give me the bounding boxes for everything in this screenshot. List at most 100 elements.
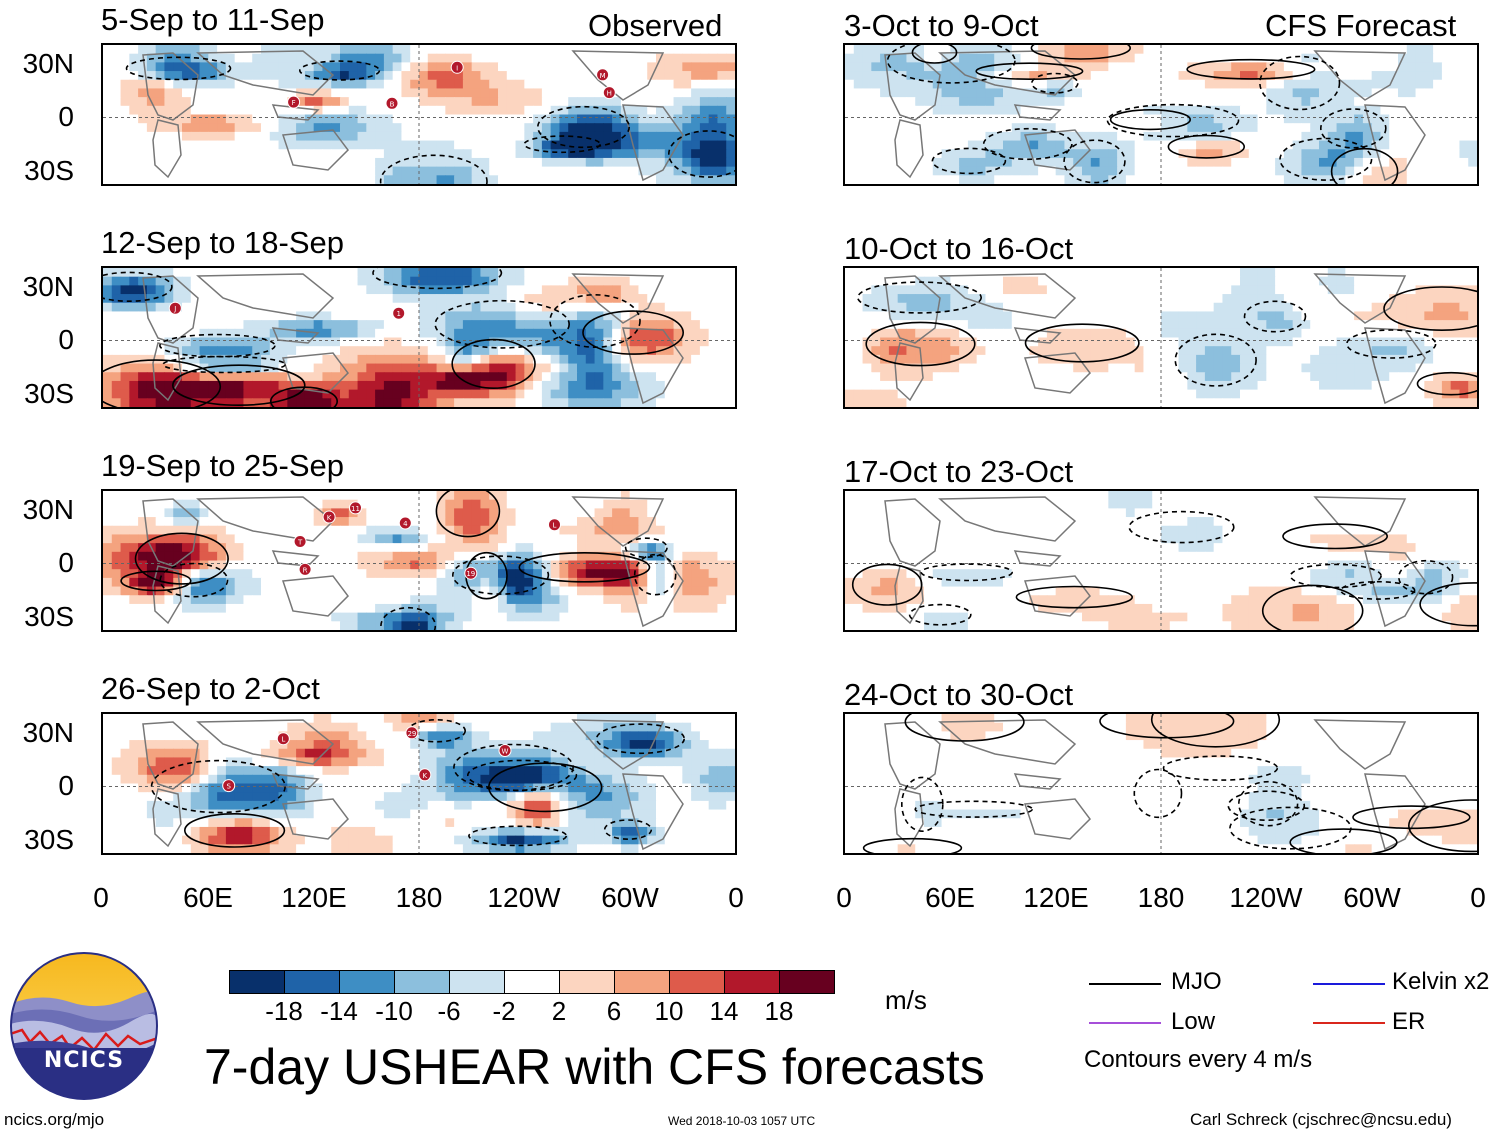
- shear-cell: [603, 560, 613, 570]
- mjo-contour: [624, 537, 668, 559]
- shear-cell: [594, 62, 604, 72]
- shear-cell: [533, 508, 543, 518]
- shear-cell: [708, 123, 719, 133]
- shear-cell: [577, 53, 587, 63]
- shear-cell: [915, 45, 925, 55]
- shear-cell: [480, 268, 490, 278]
- shear-cell: [392, 740, 403, 750]
- shear-cell: [603, 354, 613, 365]
- shear-cell: [322, 560, 332, 570]
- shear-cell: [383, 792, 394, 802]
- shear-cell: [190, 621, 201, 630]
- shear-cell: [612, 302, 622, 313]
- shear-cell: [225, 560, 236, 570]
- shear-cell: [577, 380, 587, 391]
- shear-cell: [541, 499, 552, 509]
- shear-cell: [392, 114, 403, 124]
- shear-cell: [410, 294, 420, 304]
- shear-cell: [436, 363, 446, 373]
- shear-cell: [1161, 45, 1171, 55]
- shear-cell: [664, 363, 675, 373]
- shear-cell: [304, 586, 315, 596]
- shear-cell: [603, 294, 613, 304]
- shear-cell: [348, 525, 359, 536]
- shear-cell: [383, 748, 394, 759]
- shear-cell: [287, 311, 297, 321]
- shear-cell: [375, 491, 385, 501]
- shear-cell: [199, 79, 209, 90]
- shear-cell: [129, 71, 139, 81]
- shear-cell: [296, 166, 306, 176]
- shear-cell: [454, 499, 464, 509]
- shear-cell: [726, 844, 735, 853]
- shear-cell: [612, 175, 622, 184]
- shear-cell: [401, 294, 411, 304]
- shear-cell: [252, 766, 262, 776]
- shear-cell: [375, 543, 385, 553]
- shear-cell: [1310, 62, 1320, 72]
- shear-cell: [717, 123, 727, 133]
- shear-cell: [261, 748, 271, 759]
- shear-cell: [550, 88, 561, 98]
- shear-cell: [489, 157, 499, 168]
- shear-cell: [436, 722, 446, 732]
- shear-cell: [313, 621, 324, 630]
- shear-cell: [348, 774, 359, 785]
- shear-cell: [182, 543, 192, 553]
- shear-cell: [445, 844, 455, 853]
- shear-cell: [489, 97, 499, 107]
- shear-cell: [173, 45, 183, 55]
- shear-cell: [261, 517, 271, 527]
- shear-cell: [924, 53, 934, 63]
- shear-cell: [638, 302, 648, 313]
- shear-cell: [717, 380, 727, 391]
- shear-cell: [375, 826, 385, 837]
- shear-cell: [708, 140, 719, 150]
- shear-cell: [304, 800, 315, 811]
- shear-cell: [673, 175, 683, 184]
- shear-cell: [594, 105, 604, 116]
- shear-cell: [585, 45, 596, 55]
- shear-cell: [366, 757, 376, 767]
- shear-cell: [155, 766, 166, 776]
- shear-cell: [427, 722, 438, 732]
- shear-cell: [577, 809, 587, 819]
- shear-cell: [471, 774, 482, 785]
- shear-cell: [120, 809, 130, 819]
- shear-cell: [383, 285, 394, 295]
- shear-cell: [199, 302, 209, 313]
- shear-cell: [392, 748, 403, 759]
- shear-cell: [559, 621, 569, 630]
- shear-cell: [594, 123, 604, 133]
- shear-cell: [348, 354, 359, 365]
- shear-cell: [454, 740, 464, 750]
- shear-cell: [261, 809, 271, 819]
- shear-cell: [225, 757, 236, 767]
- shear-cell: [252, 131, 262, 142]
- shear-cell: [620, 826, 631, 837]
- shear-cell: [427, 783, 438, 793]
- shear-cell: [243, 826, 253, 837]
- shear-cell: [348, 45, 359, 55]
- shear-cell: [190, 149, 201, 159]
- shear-cell: [155, 774, 166, 785]
- shear-cell: [454, 783, 464, 793]
- shear-cell: [533, 166, 543, 176]
- shear-cell: [445, 398, 455, 407]
- shear-cell: [225, 612, 236, 622]
- shear-cell: [445, 731, 455, 741]
- shear-cell: [515, 398, 525, 407]
- shear-cell: [498, 294, 508, 304]
- shear-cell: [708, 748, 719, 759]
- shear-cell: [243, 320, 253, 330]
- shear-cell: [585, 586, 596, 596]
- shear-cell: [190, 525, 201, 536]
- shear-cell: [173, 389, 183, 399]
- shear-cell: [699, 792, 710, 802]
- shear-cell: [182, 714, 192, 724]
- shear-cell: [506, 612, 517, 622]
- shear-cell: [647, 774, 657, 785]
- shear-cell: [111, 800, 122, 811]
- shear-cell: [708, 740, 719, 750]
- shear-cell: [515, 380, 525, 391]
